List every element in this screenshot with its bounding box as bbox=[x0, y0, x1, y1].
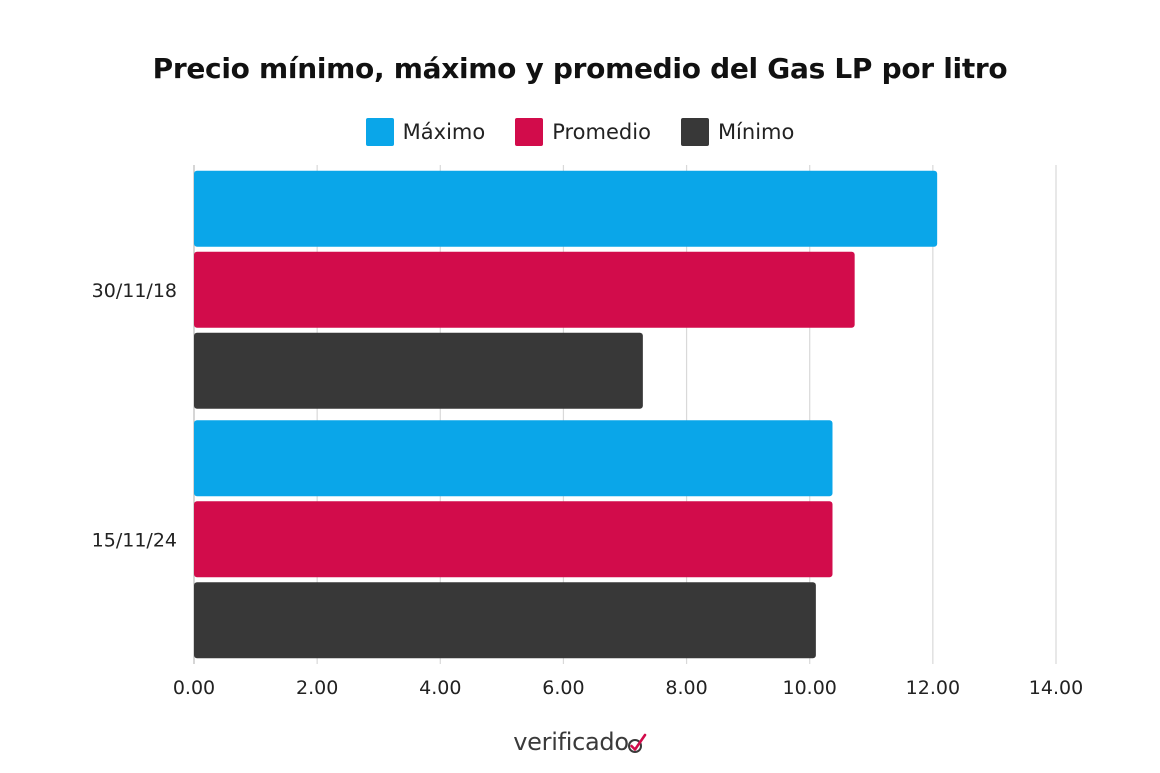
legend-item: Mínimo bbox=[680, 118, 795, 146]
brand-logo: verificado bbox=[0, 728, 1160, 756]
x-tick-label: 8.00 bbox=[665, 677, 707, 699]
x-tick-label: 14.00 bbox=[1029, 677, 1083, 699]
brand-logo-text: verificado bbox=[513, 728, 629, 756]
legend-label: Promedio bbox=[552, 120, 651, 144]
legend-swatch bbox=[680, 118, 709, 146]
bar bbox=[194, 582, 816, 659]
legend-swatch bbox=[365, 118, 394, 146]
bar bbox=[194, 420, 833, 497]
x-tick-label: 2.00 bbox=[296, 677, 338, 699]
y-category-label: 15/11/24 bbox=[92, 529, 177, 551]
y-category-label: 30/11/18 bbox=[92, 280, 177, 302]
checkmark-icon bbox=[627, 733, 647, 753]
chart-legend: Máximo Promedio Mínimo bbox=[0, 118, 1160, 146]
x-tick-label: 0.00 bbox=[173, 677, 215, 699]
bar bbox=[194, 501, 833, 578]
x-tick-label: 12.00 bbox=[906, 677, 960, 699]
x-tick-label: 6.00 bbox=[542, 677, 584, 699]
chart-title: Precio mínimo, máximo y promedio del Gas… bbox=[152, 52, 1008, 85]
legend-item: Promedio bbox=[515, 118, 651, 146]
x-tick-label: 4.00 bbox=[419, 677, 461, 699]
legend-swatch bbox=[515, 118, 544, 146]
bar bbox=[194, 170, 938, 247]
legend-label: Mínimo bbox=[717, 120, 795, 144]
bar bbox=[194, 332, 643, 409]
legend-item: Máximo bbox=[365, 118, 486, 146]
bar bbox=[194, 251, 855, 328]
x-tick-label: 10.00 bbox=[783, 677, 837, 699]
legend-label: Máximo bbox=[402, 120, 486, 144]
